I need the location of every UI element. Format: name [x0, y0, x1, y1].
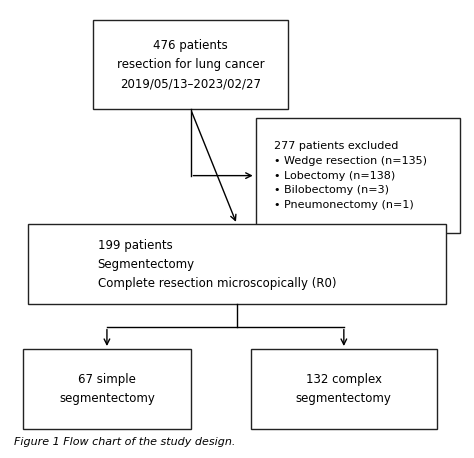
FancyBboxPatch shape	[28, 224, 446, 305]
FancyBboxPatch shape	[23, 349, 191, 429]
Text: 67 simple
segmentectomy: 67 simple segmentectomy	[59, 373, 155, 405]
FancyBboxPatch shape	[251, 349, 437, 429]
Text: 476 patients
resection for lung cancer
2019/05/13–2023/02/27: 476 patients resection for lung cancer 2…	[117, 39, 264, 90]
Text: 199 patients
Segmentectomy
Complete resection microscopically (R0): 199 patients Segmentectomy Complete rese…	[98, 239, 336, 290]
FancyBboxPatch shape	[255, 118, 460, 234]
FancyBboxPatch shape	[93, 20, 288, 109]
Text: 277 patients excluded
• Wedge resection (n=135)
• Lobectomy (n=138)
• Bilobectom: 277 patients excluded • Wedge resection …	[274, 141, 427, 210]
Text: 132 complex
segmentectomy: 132 complex segmentectomy	[296, 373, 392, 405]
Text: Figure 1 Flow chart of the study design.: Figure 1 Flow chart of the study design.	[14, 436, 236, 447]
